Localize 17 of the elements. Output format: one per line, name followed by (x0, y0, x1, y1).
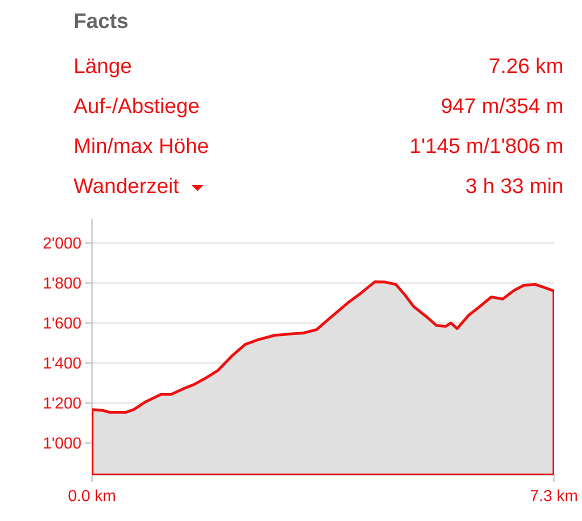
text: 3 h 33 min (466, 178, 562, 194)
chart-title: Facts (74, 14, 128, 28)
y-tick-label: 1'400 (44, 357, 81, 369)
y-tick-label: 1'800 (44, 277, 81, 289)
y-tick-label: 2'000 (44, 237, 81, 249)
y-tick-label: 1'600 (44, 317, 81, 329)
text: 1'145 m/1'806 m (411, 138, 562, 154)
text: Min/max Höhe (75, 138, 208, 154)
text: Auf-/Abstiege (74, 98, 199, 118)
x-tick-label: 0.0 km (68, 490, 115, 502)
text: 7.26 km (490, 58, 562, 74)
text: 947 m/354 m (442, 98, 562, 114)
y-tick-label: 1'000 (44, 437, 81, 449)
text: Länge (75, 58, 131, 78)
x-tick-label: 7.3 km (530, 490, 577, 502)
y-tick-label: 1'200 (44, 397, 81, 409)
text: Wanderzeit (74, 178, 179, 194)
